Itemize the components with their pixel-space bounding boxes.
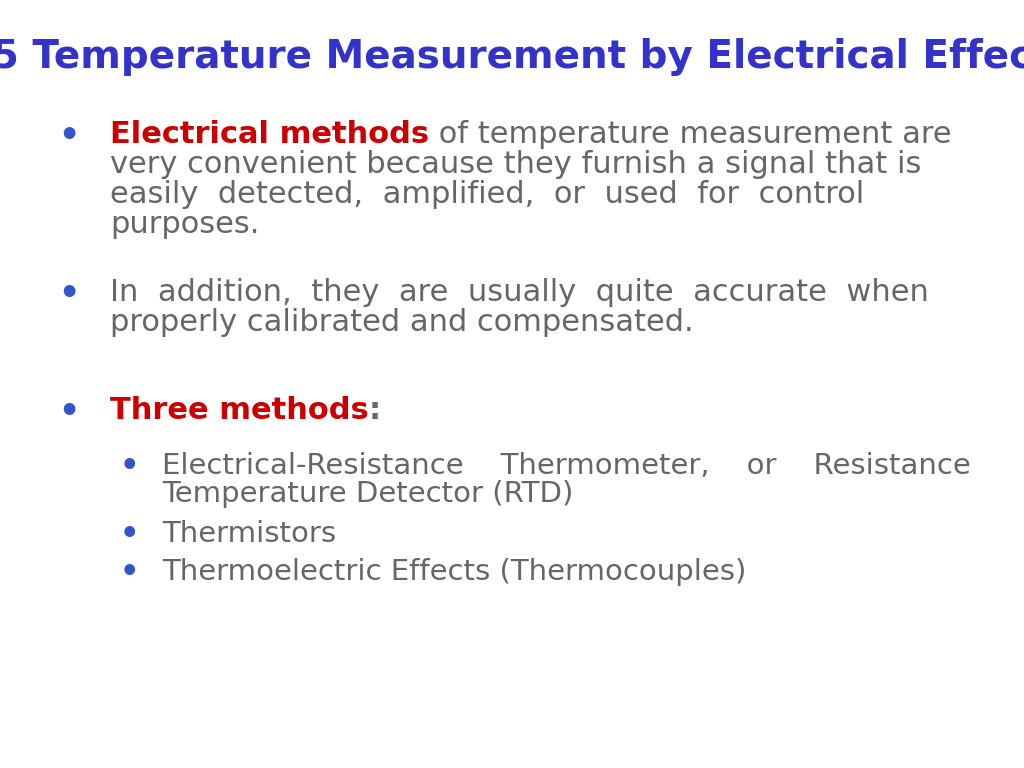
Text: 8.5 Temperature Measurement by Electrical Effects: 8.5 Temperature Measurement by Electrica… xyxy=(0,38,1024,76)
Text: •: • xyxy=(58,120,79,153)
Text: In  addition,  they  are  usually  quite  accurate  when: In addition, they are usually quite accu… xyxy=(110,278,929,307)
Text: of temperature measurement are: of temperature measurement are xyxy=(429,120,951,149)
Text: Temperature Detector (RTD): Temperature Detector (RTD) xyxy=(162,480,573,508)
Text: Electrical methods: Electrical methods xyxy=(110,120,429,149)
Text: easily  detected,  amplified,  or  used  for  control: easily detected, amplified, or used for … xyxy=(110,180,864,209)
Text: Thermoelectric Effects (Thermocouples): Thermoelectric Effects (Thermocouples) xyxy=(162,558,746,586)
Text: Thermistors: Thermistors xyxy=(162,520,336,548)
Text: •: • xyxy=(58,396,79,429)
Text: •: • xyxy=(120,558,139,587)
Text: •: • xyxy=(120,520,139,549)
Text: purposes.: purposes. xyxy=(110,210,259,239)
Text: properly calibrated and compensated.: properly calibrated and compensated. xyxy=(110,308,693,337)
Text: Three methods: Three methods xyxy=(110,396,369,425)
Text: very convenient because they furnish a signal that is: very convenient because they furnish a s… xyxy=(110,150,922,179)
Text: •: • xyxy=(58,278,79,311)
Text: •: • xyxy=(120,452,139,481)
Text: :: : xyxy=(369,396,381,425)
Text: Electrical-Resistance    Thermometer,    or    Resistance: Electrical-Resistance Thermometer, or Re… xyxy=(162,452,971,480)
